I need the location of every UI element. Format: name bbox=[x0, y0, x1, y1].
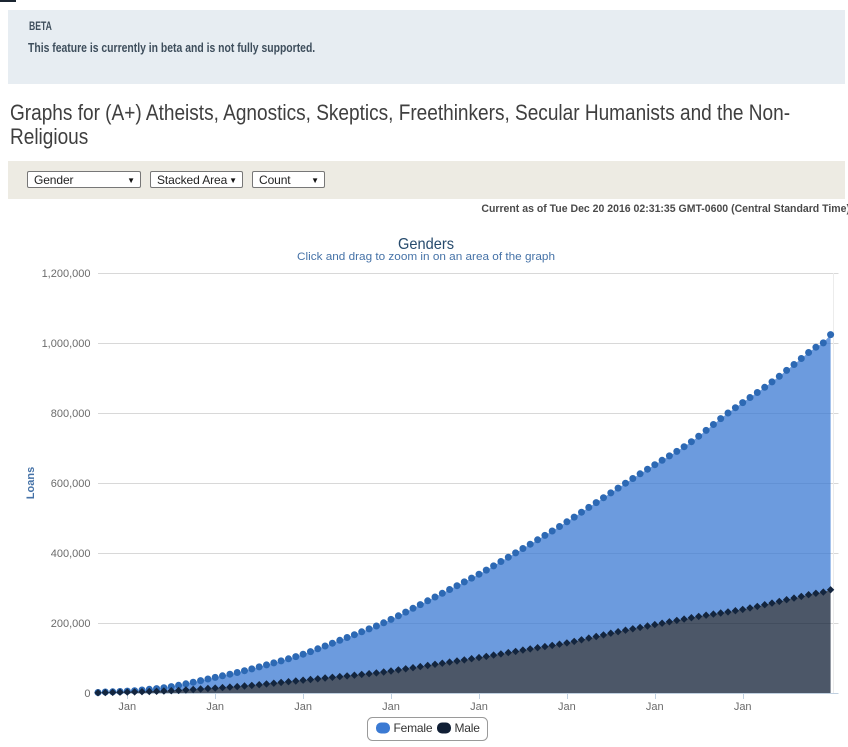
svg-text:Jan: Jan bbox=[118, 701, 136, 713]
svg-text:200,000: 200,000 bbox=[51, 618, 91, 630]
svg-text:400,000: 400,000 bbox=[51, 548, 91, 560]
svg-text:Jan: Jan bbox=[382, 701, 400, 713]
svg-text:Jan: Jan bbox=[734, 701, 752, 713]
svg-text:Jan: Jan bbox=[206, 701, 224, 713]
svg-text:Jan: Jan bbox=[558, 701, 576, 713]
svg-text:Click and drag to zoom in on a: Click and drag to zoom in on an area of … bbox=[297, 251, 555, 263]
svg-text:Jan: Jan bbox=[646, 701, 664, 713]
svg-text:Genders: Genders bbox=[398, 236, 454, 253]
svg-text:Male: Male bbox=[455, 721, 481, 735]
svg-text:0: 0 bbox=[84, 688, 90, 700]
svg-text:Jan: Jan bbox=[470, 701, 488, 713]
svg-text:Loans: Loans bbox=[25, 467, 37, 499]
svg-text:600,000: 600,000 bbox=[51, 478, 91, 490]
svg-text:800,000: 800,000 bbox=[51, 408, 91, 420]
svg-text:1,000,000: 1,000,000 bbox=[42, 338, 91, 350]
svg-text:Jan: Jan bbox=[294, 701, 312, 713]
svg-text:1,200,000: 1,200,000 bbox=[42, 268, 91, 280]
svg-text:Female: Female bbox=[394, 721, 433, 735]
